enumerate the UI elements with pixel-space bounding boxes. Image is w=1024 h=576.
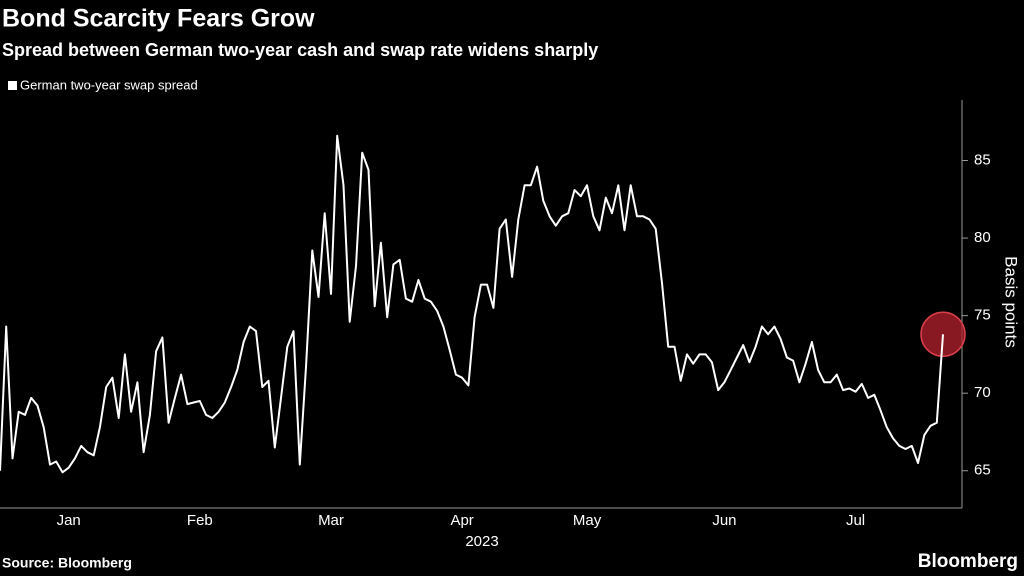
x-axis-label: 2023 (465, 533, 498, 550)
source: Source: Bloomberg (2, 555, 132, 571)
y-axis-label: Basis points (1002, 256, 1021, 348)
x-tick-label: Apr (450, 512, 473, 529)
x-tick-label: Mar (318, 512, 344, 529)
y-tick-label: 75 (974, 307, 991, 324)
x-tick-label: May (573, 512, 602, 529)
y-tick-label: 70 (974, 384, 991, 401)
legend-label: German two-year swap spread (20, 77, 198, 92)
chart-subtitle: Spread between German two-year cash and … (2, 40, 598, 60)
highlight-marker (920, 311, 966, 358)
chart-title: Bond Scarcity Fears Grow (2, 5, 315, 33)
y-tick-label: 85 (974, 151, 991, 168)
x-tick-label: Jan (57, 512, 81, 529)
x-tick-label: Jul (846, 512, 865, 529)
x-tick-label: Jun (712, 512, 736, 529)
y-tick-label: 65 (974, 462, 991, 479)
legend-swatch (8, 81, 17, 90)
x-tick-label: Feb (187, 512, 213, 529)
brand: Bloomberg (918, 551, 1018, 572)
y-tick-label: 80 (974, 229, 991, 246)
series-line (0, 134, 944, 474)
